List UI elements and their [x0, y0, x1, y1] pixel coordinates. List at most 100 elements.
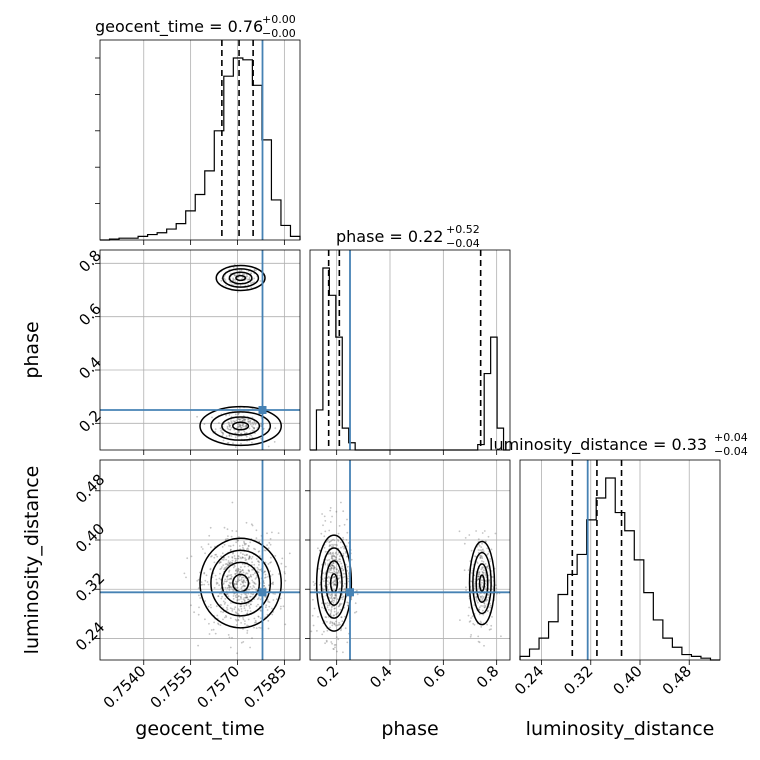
panel-dist-time-point-0-541 [225, 558, 228, 561]
panel-dist-time-point-0-137 [240, 570, 243, 572]
panel-dist-time-point-0-143 [242, 617, 244, 619]
panel-dist-phase-point-0-359 [323, 535, 326, 538]
panel-dist-time-point-0-322 [230, 574, 233, 576]
panel-phase-time-point-1-94 [244, 432, 246, 435]
panel-dist-phase-point-0-462 [333, 623, 336, 626]
panel-dist-time-point-0-121 [219, 624, 222, 626]
panel-dist-phase-point-0-137 [333, 622, 336, 624]
panel-phase-time-point-1-194 [267, 445, 270, 448]
panel-dist-phase-point-0-448 [333, 565, 336, 568]
panel-phase-time-point-1-116 [230, 435, 233, 437]
panel-dist-phase-point-0-213 [329, 597, 331, 599]
panel-dist-phase-point-0-61 [329, 569, 331, 572]
panel-phase-time-point-1-120 [221, 431, 224, 434]
panel-dist-phase-point-0-292 [327, 563, 329, 565]
panel-dist-time-point-0-646 [241, 544, 244, 547]
panel-dist-phase-point-0-243 [312, 581, 315, 583]
panel-dist-phase-left-contour-1 [320, 547, 348, 619]
panel-dist-phase-point-1-272 [481, 599, 484, 601]
panel-dist-phase-point-0-366 [322, 588, 325, 591]
panel-dist-phase-point-0-296 [332, 558, 334, 561]
panel-dist-time-point-0-382 [248, 605, 251, 607]
panel-dist-time-point-0-196 [223, 526, 226, 529]
panel-dist-time-point-0-419 [278, 573, 280, 575]
panel-dist-time-point-0-547 [282, 605, 285, 608]
panel-dist-phase-point-1-98 [487, 535, 490, 538]
panel-dist-phase-point-0-387 [329, 622, 331, 624]
panel-dist-time-point-0-54 [269, 561, 271, 564]
panel-dist-time-point-0-254 [229, 549, 232, 551]
panel-dist-time-point-0-636 [228, 586, 231, 589]
panel-dist-phase-point-1-107 [481, 542, 483, 545]
panel-dist-phase-point-0-270 [333, 596, 336, 599]
panel-dist-time-point-0-34 [225, 575, 228, 578]
panel-dist-phase-point-0-66 [335, 613, 338, 616]
panel-dist-time-point-0-239 [252, 573, 255, 576]
panel-dist-time-point-0-332 [235, 580, 237, 583]
panel-dist-phase-point-1-188 [473, 623, 476, 626]
panel-dist-time-point-0-532 [200, 546, 203, 548]
panel-phase-time-point-0-105 [244, 284, 247, 287]
panel-dist-phase-point-0-409 [323, 588, 326, 591]
panel-dist-time-point-0-276 [236, 570, 239, 573]
panel-dist-time-point-0-40 [235, 530, 238, 533]
panel-dist-phase-point-1-159 [483, 602, 486, 605]
panel-phase-time-point-1-119 [227, 428, 230, 431]
panel-dist-time-point-0-329 [217, 622, 219, 625]
panel-dist-phase-point-1-89 [471, 615, 474, 618]
panel-phase-time-point-1-144 [252, 426, 255, 429]
panel-dist-phase-point-0-27 [332, 567, 335, 570]
panel-dist-time-point-0-673 [248, 557, 251, 560]
panel-dist-phase-point-1-144 [482, 560, 485, 563]
panel-phase-time-point-1-125 [240, 417, 243, 420]
panel-dist-time-point-0-144 [264, 549, 267, 552]
panel-dist-phase-point-1-299 [482, 571, 484, 574]
panel-dist-phase-point-0-190 [336, 560, 339, 563]
panel-dist-phase-point-1-270 [485, 587, 487, 590]
panel-luminosity-distance-grid [541, 460, 690, 660]
panel-phase-time-point-1-20 [226, 427, 229, 430]
panel-phase-grid [336, 250, 498, 450]
panel-dist-phase-point-1-186 [479, 595, 482, 598]
panel-dist-phase-point-0-304 [329, 594, 332, 597]
panel-dist-phase-point-1-242 [477, 578, 479, 581]
panel-dist-time-point-0-185 [255, 627, 258, 629]
panel-dist-time-point-0-103 [198, 606, 200, 609]
panel-dist-phase-point-0-236 [327, 570, 330, 573]
panel-dist-time-point-0-491 [255, 558, 258, 560]
panel-phase-time-point-1-70 [247, 420, 250, 423]
panel-phase-time-point-1-93 [239, 418, 242, 420]
panel-dist-phase-point-0-51 [343, 547, 345, 550]
panel-phase-time-point-1-148 [226, 425, 229, 428]
panel-phase-time-point-1-44 [245, 424, 248, 427]
panel-dist-phase-point-0-413 [330, 608, 333, 611]
panel-phase-time-point-1-166 [259, 425, 262, 427]
panel-dist-time-point-0-131 [223, 616, 226, 619]
panel-phase-time-point-1-63 [242, 417, 245, 420]
panel-dist-phase-point-0-226 [334, 593, 337, 596]
panel-phase-time-point-1-139 [229, 425, 231, 427]
panel-dist-time-point-0-486 [217, 595, 220, 598]
panel-dist-phase-point-0-472 [338, 604, 341, 607]
panel-dist-phase-point-1-217 [473, 585, 476, 587]
panel-dist-phase-point-0-272 [341, 567, 343, 570]
panel-dist-time-point-0-456 [281, 557, 284, 560]
panel-phase-time-point-1-145 [249, 419, 252, 422]
panel-dist-time-point-0-642 [268, 584, 270, 587]
panel-dist-phase-point-0-156 [334, 543, 337, 546]
panel-dist-phase-point-0-55 [331, 642, 333, 645]
panel-dist-time-point-0-381 [246, 629, 249, 632]
panel-dist-time-point-0-667 [244, 543, 246, 546]
panel-phase-time-point-1-45 [239, 423, 242, 426]
panel-dist-time-point-0-136 [253, 582, 256, 585]
panel-phase-time-point-1-160 [244, 418, 246, 421]
panel-dist-phase-point-0-259 [339, 582, 342, 584]
panel-dist-time-point-0-130 [228, 578, 231, 580]
panel-dist-time-point-0-336 [222, 564, 225, 567]
panel-dist-time-point-0-404 [227, 585, 230, 587]
panel-dist-time-point-0-304 [227, 574, 230, 577]
panel-dist-time-point-0-257 [214, 553, 217, 556]
panel-dist-time-point-0-201 [248, 555, 251, 558]
panel-dist-phase-point-0-348 [325, 639, 328, 642]
